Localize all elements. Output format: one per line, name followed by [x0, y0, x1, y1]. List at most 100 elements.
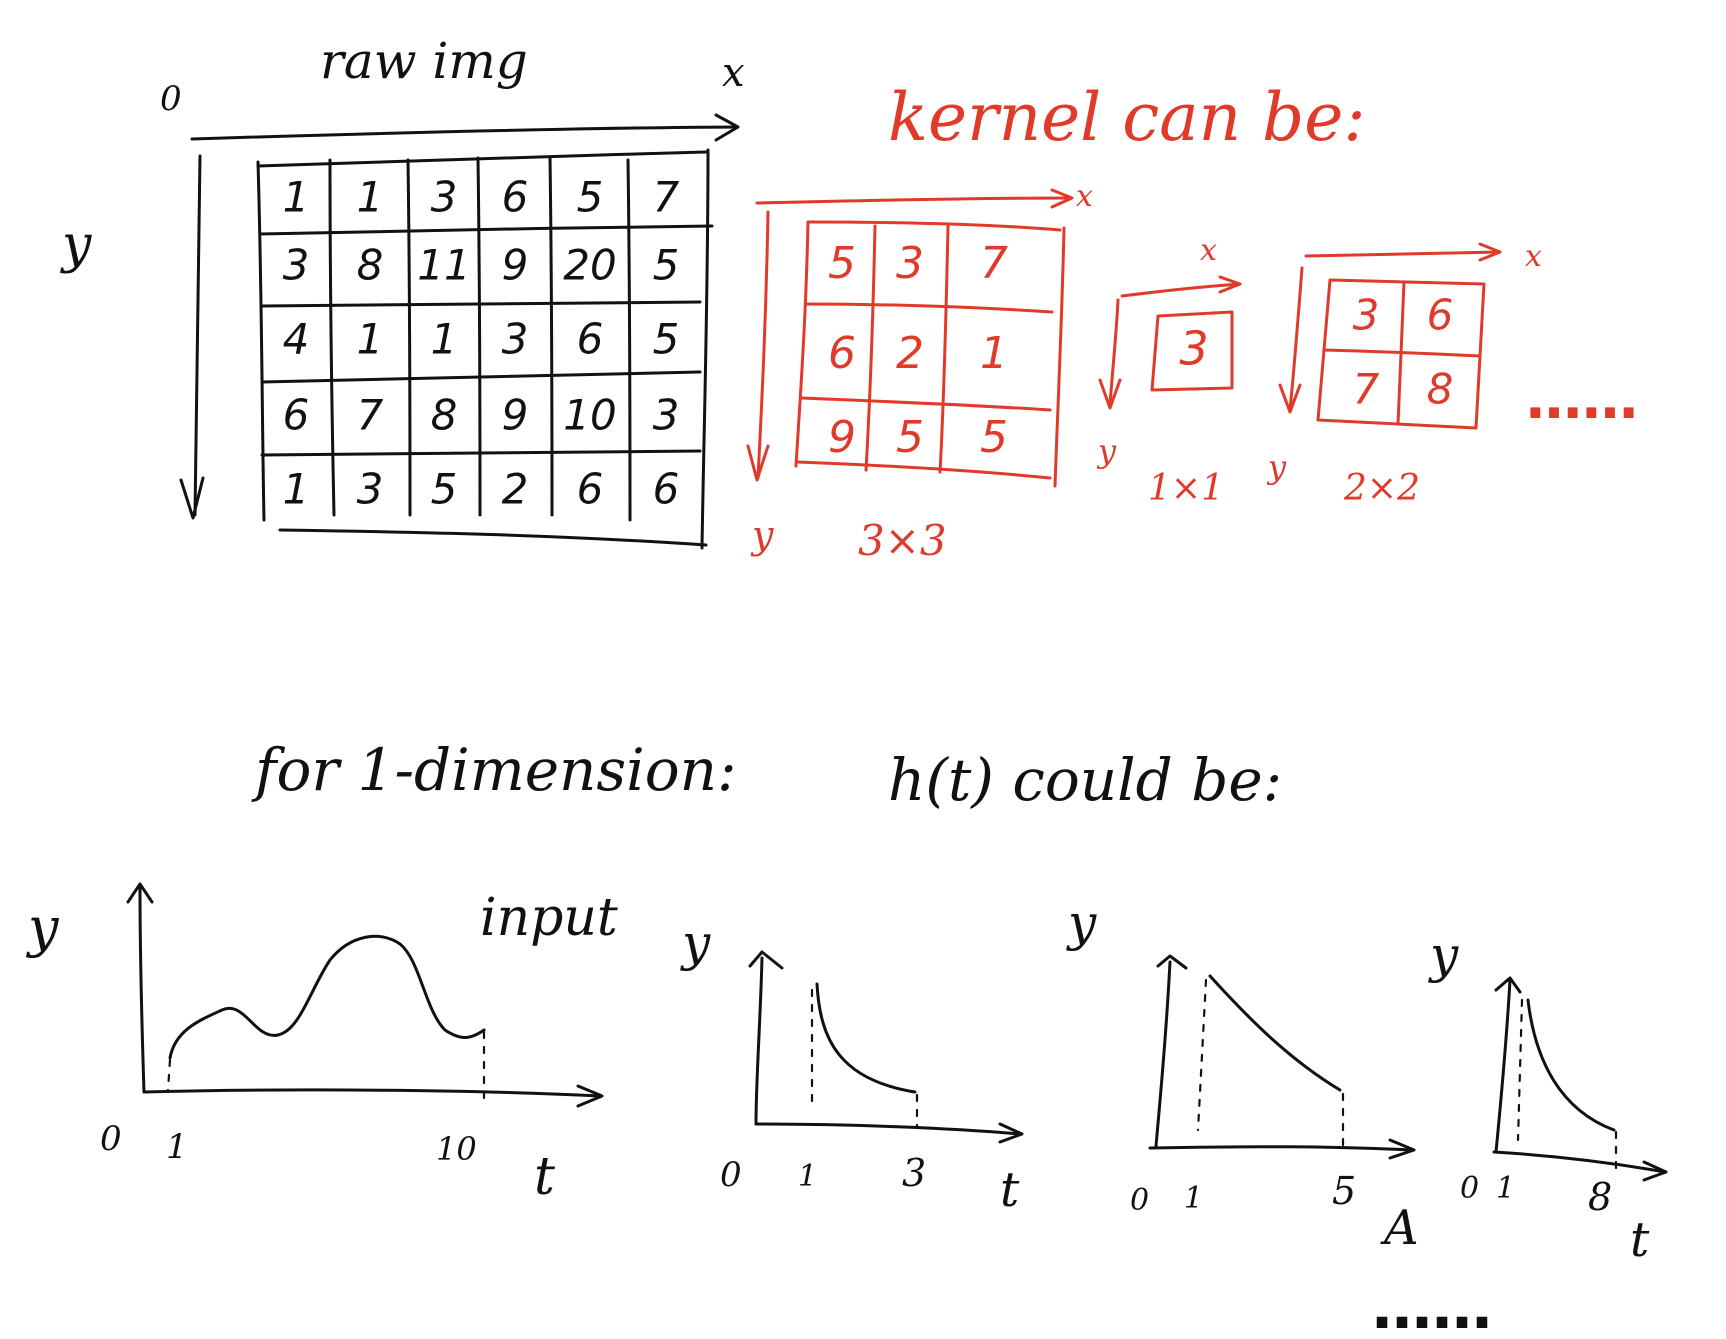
input-plot-x-label: t [534, 1147, 555, 1207]
raw-cell-r5-c6: 6 [653, 465, 680, 514]
kernel-3x3-y-label: y [750, 513, 774, 557]
kernel-3x3-cell-values: 5 3 76 2 19 5 5 [828, 238, 1008, 463]
raw-cell-r2-c1: 3 [283, 241, 310, 290]
kernel-1x1-y-label: y [1096, 432, 1117, 470]
kernel-3x3-cell-r3-c2: 5 [896, 412, 924, 463]
h-plot-3-tick-8: 8 [1588, 1175, 1612, 1219]
h-plot-1-curve [815, 982, 917, 1094]
raw-cell-r4-c1: 6 [283, 391, 310, 440]
h-plot-1-x-axis [754, 1122, 1022, 1136]
input-plot-label: input [480, 888, 618, 948]
input-plot-y-axis [138, 886, 146, 1094]
raw-image-grid-lines [256, 148, 714, 550]
raw-cell-r2-c2: 8 [357, 241, 384, 290]
h-plot-2-tick-5: 5 [1332, 1169, 1356, 1213]
kernel-3x3-cell-r3-c1: 9 [828, 412, 856, 463]
kernel-1x1-box [1150, 310, 1234, 392]
kernel-3x3-x-label: x [1076, 179, 1093, 214]
raw-image-cell-values: 1 1 3 6 5 73 8 11 9 20 54 1 1 3 6 56 7 8 9 10 31 3 5 2 6 6 [283, 173, 680, 514]
raw-image-section: raw img 0 x y 1 1 3 6 5 73 8 11 9 20 54 1 1 3 6 56 7 8 9 10… [60, 32, 745, 550]
kernel-1x1-cell-r1-c1: 3 [1179, 322, 1208, 376]
kernel-2x2-cell-r1-c2: 6 [1427, 291, 1454, 340]
kernel-3x3-x-axis [755, 196, 1072, 205]
kernel-heading: kernel can be: [888, 79, 1366, 156]
h-plot-3: y 0 1 8 t [1428, 926, 1668, 1268]
raw-cell-r5-c3: 5 [431, 465, 458, 514]
kernel-2x2-x-axis [1304, 250, 1502, 258]
input-plot-tick-1: 1 [166, 1127, 188, 1167]
raw-image-y-axis-label: y [60, 215, 92, 275]
kernel-3x3-cell-r1-c2: 3 [896, 238, 924, 289]
h-plot-3-x-axis [1492, 1150, 1667, 1174]
h-plot-2-y-label: y [1066, 894, 1097, 952]
h-plot-2-x-label: A [1380, 1200, 1419, 1256]
kernel-section: kernel can be: x y 5 3 76 2 19 5 5 3×3 x [746, 79, 1638, 565]
kernel-2x2-cell-r2-c1: 7 [1353, 365, 1380, 414]
kernel-2x2-size-label: 2×2 [1343, 468, 1420, 509]
raw-cell-r5-c5: 6 [577, 465, 604, 514]
kernel-3x3: x y 5 3 76 2 19 5 5 3×3 [746, 179, 1093, 565]
raw-image-y-axis [193, 154, 202, 517]
kernel-3x3-size-label: 3×3 [858, 516, 947, 565]
kernel-3x3-cell-r2-c2: 2 [896, 328, 924, 379]
raw-image-x-axis [190, 125, 738, 141]
h-plot-2-tick-0: 0 [1130, 1183, 1149, 1218]
raw-cell-r3-c4: 3 [502, 315, 529, 364]
raw-cell-r5-c1: 1 [283, 465, 310, 514]
raw-cell-r3-c5: 6 [577, 315, 604, 364]
kernel-1x1-size-label: 1×1 [1148, 468, 1224, 509]
kernel-1x1: x y 3 1×1 [1096, 233, 1242, 509]
raw-cell-r5-c2: 3 [357, 465, 384, 514]
raw-cell-r4-c6: 3 [653, 391, 680, 440]
h-plot-2-x-axis [1148, 1145, 1414, 1152]
kernel-1x1-x-axis [1120, 282, 1242, 298]
input-plot-x-axis [142, 1088, 602, 1098]
raw-image-title: raw img [320, 32, 528, 90]
h-plot-3-tick-1: 1 [1496, 1171, 1515, 1206]
raw-image-x-axis-label: x [722, 50, 745, 96]
kernel-3x3-cell-r1-c3: 7 [980, 238, 1008, 289]
kernel-3x3-cell-r2-c3: 1 [980, 328, 1008, 379]
kernel-1x1-x-label: x [1200, 233, 1217, 268]
input-plot-y-label: y [26, 896, 60, 959]
raw-cell-r1-c1: 1 [283, 173, 310, 222]
input-plot-tick-0: 0 [100, 1119, 122, 1159]
raw-cell-r3-c1: 4 [283, 315, 310, 364]
raw-cell-r4-c2: 7 [357, 391, 384, 440]
raw-image-origin-label: 0 [160, 79, 182, 119]
h-plot-1-y-axis [754, 956, 764, 1126]
h-plot-ellipsis: …… [1372, 1273, 1492, 1339]
h-plot-1: y 0 1 3 t [680, 914, 1024, 1218]
kernel-1x1-y-axis [1108, 298, 1120, 407]
raw-cell-r4-c3: 8 [431, 391, 458, 440]
raw-cell-r3-c6: 5 [653, 315, 680, 364]
kernel-2x2-x-label: x [1525, 239, 1542, 274]
h-plot-2-curve [1208, 974, 1342, 1092]
one-dimension-section: for 1-dimension: h(t) could be: y input … [26, 736, 1668, 1339]
h-plot-1-tick-1: 1 [798, 1159, 817, 1194]
raw-cell-r1-c4: 6 [502, 173, 529, 222]
h-plot-2: y 0 1 5 A [1066, 894, 1419, 1256]
h-plot-1-x-label: t [1000, 1162, 1020, 1218]
h-function-heading: h(t) could be: [888, 746, 1282, 814]
input-plot: y input 0 1 10 t [26, 882, 618, 1207]
raw-image-x-axis-arrowhead [714, 113, 740, 142]
h-plot-3-y-axis [1494, 978, 1512, 1154]
kernel-2x2-cell-r2-c2: 8 [1427, 365, 1454, 414]
h-plot-2-tick-1: 1 [1184, 1181, 1203, 1216]
h-plot-1-y-label: y [680, 914, 711, 972]
raw-cell-r2-c5: 20 [563, 241, 616, 290]
raw-cell-r1-c3: 3 [431, 173, 458, 222]
h-plot-3-curve [1526, 998, 1616, 1132]
kernel-1x1-cell-values: 3 [1179, 322, 1208, 376]
input-plot-tick-10: 10 [436, 1130, 477, 1168]
kernel-2x2-y-axis [1288, 266, 1304, 412]
h-plot-3-x-label: t [1630, 1212, 1650, 1268]
kernel-3x3-cell-r1-c1: 5 [828, 238, 856, 289]
raw-cell-r3-c2: 1 [357, 315, 384, 364]
raw-cell-r4-c5: 10 [563, 391, 616, 440]
h-plot-3-y-label: y [1428, 926, 1459, 984]
h-plot-1-tick-3: 3 [902, 1151, 926, 1195]
raw-cell-r2-c3: 11 [417, 241, 470, 290]
raw-cell-r1-c6: 7 [653, 173, 680, 222]
